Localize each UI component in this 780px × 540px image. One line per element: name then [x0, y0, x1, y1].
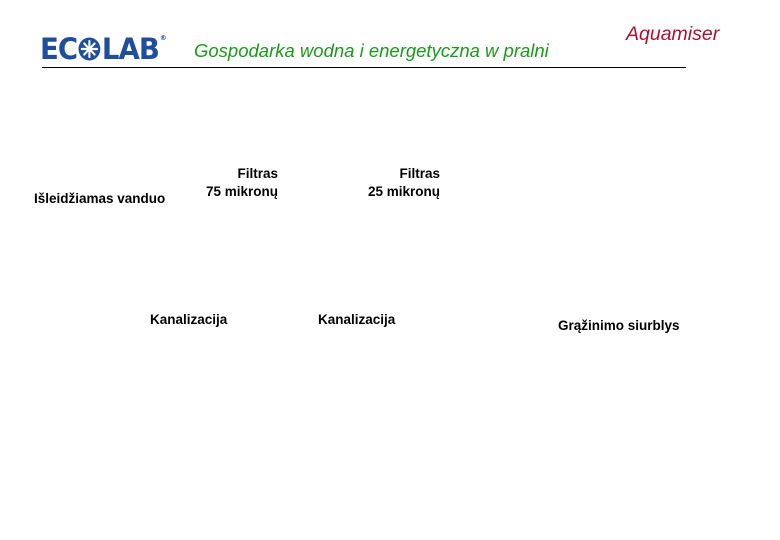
brand-name: Aquamiser — [626, 23, 720, 45]
sewer-label-1: Kanalizacija — [150, 312, 228, 327]
discharge-label: Išleidžiamas vanduo — [34, 191, 166, 206]
header-divider — [42, 67, 686, 68]
filter-75-line2: 75 mikronų — [205, 184, 278, 199]
filter-75-line1: Filtras — [237, 166, 278, 181]
filter-25-label: Filtras 25 mikronų — [358, 165, 440, 201]
filter-25-line2: 25 mikronų — [367, 184, 440, 199]
return-pump-label: Grąžinimo siurblys — [558, 318, 680, 333]
filter-25-line1: Filtras — [399, 166, 440, 181]
sewer-label-2: Kanalizacija — [318, 312, 396, 327]
ecolab-logo: EC LAB ® — [40, 32, 166, 66]
page-title: Gospodarka wodna i energetyczna w pralni — [194, 40, 549, 61]
ecolab-star-icon — [78, 37, 101, 61]
filter-75-label: Filtras 75 mikronų — [198, 165, 278, 201]
